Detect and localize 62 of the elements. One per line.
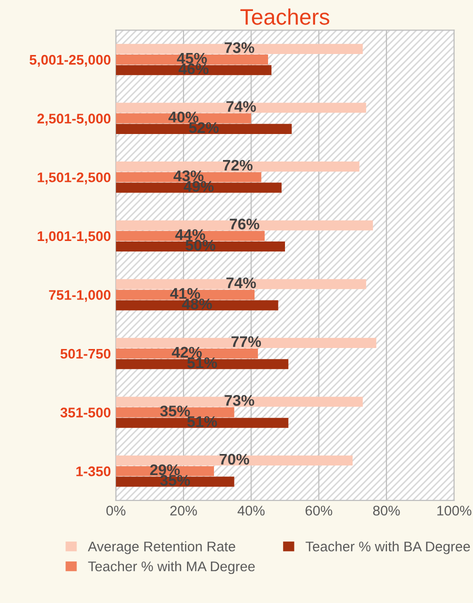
data-label: 73% [224,395,254,406]
x-tick-label: 40% [238,506,265,516]
y-tick-label: 751-1,000 [49,290,110,302]
bar [116,396,363,407]
bar [116,54,268,65]
data-label: 74% [226,277,256,288]
bar [116,359,288,370]
y-tick-label: 5,001-25,000 [30,54,110,67]
bar [116,418,288,428]
y-tick-label: 351-500 [60,408,110,418]
data-label: 42% [172,346,202,358]
bar [116,162,360,172]
bar [116,241,285,252]
bar [116,124,292,134]
data-label: 70% [220,454,250,465]
data-label: 41% [170,288,200,299]
legend-label: Teacher % with MA Degree [88,561,255,574]
bar [116,279,366,290]
data-label: 50% [186,240,216,251]
bar [116,230,265,241]
bar [116,44,363,54]
y-tick-label: 2,501-5,000 [37,114,110,126]
y-tick-label: 1-350 [76,466,110,476]
x-tick-label: 100% [437,506,472,516]
data-label: 35% [160,474,190,486]
data-label: 49% [184,180,214,192]
y-tick-label: 1,501-2,500 [38,172,110,184]
x-tick-label: 0% [106,506,126,516]
legend-label: Average Retention Rate [88,541,236,554]
y-tick-label: 501-750 [60,348,110,359]
data-label: 46% [178,63,209,74]
data-label: 77% [231,336,261,347]
bar [116,172,262,182]
bar [116,300,278,310]
data-label: 29% [150,464,180,476]
x-tick-label: 20% [170,506,197,516]
data-label: 43% [174,170,204,182]
x-tick-label: 60% [306,506,332,516]
data-label: 35% [160,406,190,416]
legend-label: Teacher % with BA Degree [306,541,470,554]
bar [116,220,373,230]
data-label: 51% [187,357,218,368]
data-label: 73% [224,42,254,54]
bar [116,102,366,113]
y-tick-label: 1,001-1,500 [38,231,110,244]
data-label: 44% [175,229,206,240]
bar [116,65,272,76]
data-label: 51% [187,416,218,427]
bar [116,348,258,359]
data-label: 72% [223,160,253,171]
data-label: 40% [168,112,198,122]
data-label: 76% [230,218,260,230]
bar [116,338,376,348]
data-label: 52% [188,122,219,134]
bar [116,182,282,193]
data-label: 74% [226,101,256,112]
bar [116,455,353,466]
data-label: 48% [182,298,212,310]
bar [116,290,255,300]
chart-title: Teachers [240,8,330,25]
data-label: 45% [176,52,207,64]
x-tick-label: 80% [373,506,400,516]
